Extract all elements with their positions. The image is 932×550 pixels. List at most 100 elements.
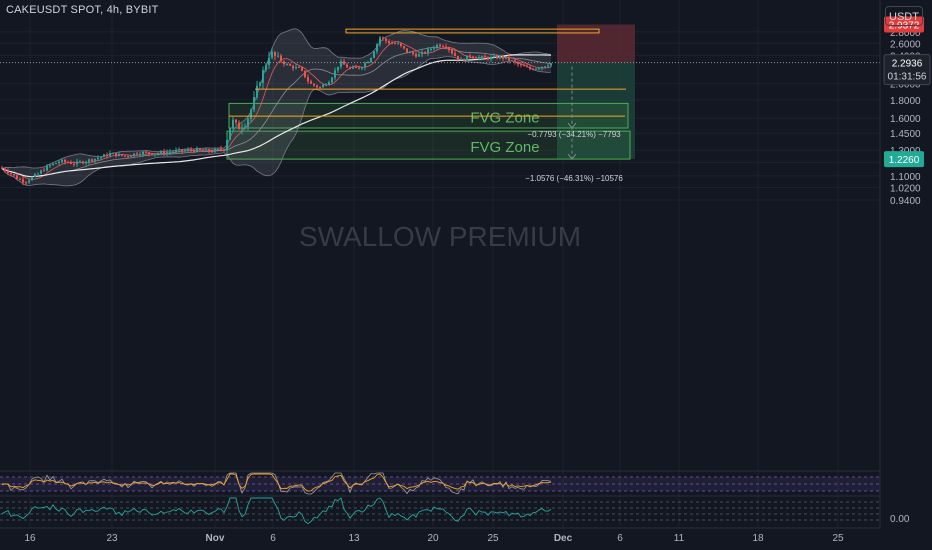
candle-body (43, 170, 45, 172)
time-tick-label: 23 (106, 533, 118, 544)
candle-body (166, 152, 168, 154)
candle-body (523, 65, 525, 67)
candle-body (427, 49, 429, 53)
candle-body (241, 128, 243, 130)
candle-body (343, 61, 345, 65)
candle-body (181, 149, 183, 152)
candle-body (313, 83, 315, 86)
candle-body (115, 153, 117, 157)
candle-body (439, 44, 441, 47)
fvg-zone-label: FVG Zone (470, 110, 539, 127)
gridlines (0, 0, 880, 528)
price-tick-label: 2.8000 (890, 28, 921, 39)
candle-body (238, 122, 240, 130)
candle-body (487, 57, 489, 60)
candle-body (406, 48, 408, 53)
price-tick-label: 2.6000 (890, 39, 921, 50)
candle-body (319, 87, 321, 89)
candle-body (505, 57, 507, 59)
candle-body (190, 149, 192, 151)
target-price-label: 1.2260 (889, 155, 920, 166)
candle-body (91, 159, 93, 162)
candle-body (40, 170, 42, 174)
candle-body (295, 66, 297, 69)
candle-body (160, 151, 162, 154)
candle-body (379, 37, 381, 45)
candle-body (52, 163, 54, 166)
candle-body (127, 156, 129, 158)
candle-body (7, 171, 9, 174)
resistance-box (345, 28, 600, 34)
price-tick-label: 0.9400 (890, 196, 921, 207)
candle-body (79, 161, 81, 163)
osc-rsi-line (1, 472, 552, 495)
candle-body (22, 179, 24, 183)
currency-button[interactable]: USDT (885, 6, 923, 26)
watermark: SWALLOW PREMIUM (299, 221, 581, 252)
time-tick-label: 25 (487, 533, 499, 544)
candle-body (184, 150, 186, 152)
candle-body (16, 175, 18, 179)
candle-body (232, 119, 234, 129)
candle-body (349, 67, 351, 69)
candle-body (19, 178, 21, 180)
candle-body (388, 41, 390, 44)
measure-arrowhead (567, 153, 577, 160)
candle-body (58, 161, 60, 164)
bollinger-lower (1, 56, 552, 187)
candle-body (109, 153, 111, 156)
candle-body (394, 43, 396, 45)
candle-body (310, 81, 312, 84)
candle-body (538, 68, 540, 70)
candle-body (475, 57, 477, 59)
candle-body (463, 59, 465, 61)
candle-body (403, 46, 405, 49)
candle-body (31, 176, 33, 181)
candle-body (409, 52, 411, 54)
candle-body (430, 49, 432, 51)
fvg-zone-label: FVG Zone (470, 139, 539, 156)
candle-body (433, 48, 435, 50)
candle-body (136, 153, 138, 155)
price-tick-label: 1.4500 (890, 129, 921, 140)
candle-body (49, 165, 51, 167)
ma-60-line (1, 54, 552, 178)
candle-body (271, 52, 273, 58)
candle-body (130, 155, 132, 157)
oscillator-panes (0, 470, 880, 525)
candle-body (220, 148, 222, 150)
candle-body (469, 55, 471, 57)
candle-body (292, 65, 294, 69)
candle-body (61, 159, 63, 162)
candle-body (88, 159, 90, 162)
candle-body (214, 149, 216, 152)
candle-body (460, 59, 462, 61)
candle-body (544, 66, 546, 68)
candle-body (118, 154, 120, 157)
candle-body (10, 173, 12, 175)
candle-body (454, 53, 456, 56)
candle-body (304, 70, 306, 78)
moving-averages (1, 41, 552, 180)
candle-body (202, 149, 204, 151)
candle-body (175, 150, 177, 152)
candle-body (478, 57, 480, 59)
candle-body (286, 64, 288, 66)
candle-body (13, 174, 15, 176)
candle-body (163, 151, 165, 154)
candle-body (73, 163, 75, 165)
price-tick-label: 1.8000 (890, 96, 921, 107)
time-tick-label: 6 (270, 533, 276, 544)
candle-body (67, 161, 69, 163)
candle-body (157, 153, 159, 155)
osc-signal-line (2, 473, 552, 492)
candle-body (352, 67, 354, 69)
current-price-badge (883, 54, 931, 86)
candle-body (391, 43, 393, 45)
price-tick-label: 2.0000 (890, 80, 921, 91)
candle-body (346, 64, 348, 68)
osc-tick-label: 0.00 (890, 514, 910, 525)
symbol-title: CAKEUSDT SPOT, 4h, BYBIT (6, 4, 159, 16)
